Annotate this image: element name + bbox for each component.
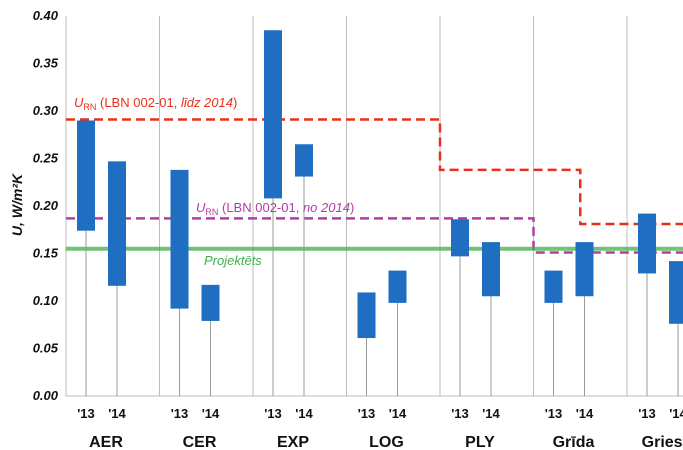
reference-label-3: Projektēts xyxy=(204,253,262,268)
bar-PLY-1 xyxy=(482,242,500,297)
x-tick-year: '14 xyxy=(669,406,683,421)
label-period: līdz 2014 xyxy=(181,95,233,110)
label-symbol: U xyxy=(74,95,84,110)
x-group-label: CER xyxy=(183,434,217,450)
grid xyxy=(65,16,683,397)
y-axis-label: U, W/m²K xyxy=(9,173,25,236)
label-close: ) xyxy=(233,95,237,110)
x-group-label: LOG xyxy=(369,434,404,450)
bar-LOG-1 xyxy=(388,270,407,303)
label-close: ) xyxy=(350,200,354,215)
x-ticks: '13 '14 AER '13 '14 CER '13 '14 EXP '13 '14 LOG '13 '… xyxy=(77,406,683,450)
bar-EXP-1 xyxy=(295,144,313,177)
y-tick-label: 0.00 xyxy=(33,388,59,403)
y-tick-label: 0.05 xyxy=(33,341,59,356)
x-tick-year: '13 xyxy=(638,406,656,421)
bar-AER-0 xyxy=(77,120,95,231)
x-tick-year: '13 xyxy=(451,406,469,421)
label-subscript: RN xyxy=(205,207,218,217)
reference-line-2 xyxy=(66,217,683,254)
bar-AER-1 xyxy=(108,161,126,286)
x-tick-year: '14 xyxy=(482,406,500,421)
x-tick-year: '14 xyxy=(389,406,407,421)
label-text: (LBN 002-01, xyxy=(218,200,303,215)
reference-label-2: URN (LBN 002-01, no 2014) xyxy=(196,200,354,217)
x-tick-year: '13 xyxy=(545,406,563,421)
bar-LOG-0 xyxy=(357,292,376,339)
x-tick-year: '13 xyxy=(264,406,282,421)
reference-label-1: URN (LBN 002-01, līdz 2014) xyxy=(74,95,237,112)
bar-CER-1 xyxy=(201,284,220,321)
x-tick-year: '14 xyxy=(108,406,126,421)
bar-CER-0 xyxy=(170,169,189,309)
label-subscript: RN xyxy=(83,102,96,112)
bar-Griesti-0 xyxy=(638,213,656,274)
y-tick-label: 0.15 xyxy=(33,246,59,261)
bar-EXP-0 xyxy=(264,30,282,199)
y-tick-label: 0.10 xyxy=(33,293,59,308)
y-tick-label: 0.25 xyxy=(33,151,59,166)
y-ticks: 0.00 0.05 0.10 0.15 0.20 0.25 0.30 0.35 0.40 xyxy=(33,8,59,403)
x-tick-year: '14 xyxy=(576,406,594,421)
label-period: no 2014 xyxy=(303,200,350,215)
x-tick-year: '14 xyxy=(202,406,220,421)
label-symbol: U xyxy=(196,200,206,215)
reference-line-1 xyxy=(66,118,683,226)
x-group-label: Grīda xyxy=(553,434,595,450)
y-tick-label: 0.35 xyxy=(33,56,59,71)
x-group-label: EXP xyxy=(277,434,309,450)
x-tick-year: '13 xyxy=(171,406,189,421)
x-tick-year: '13 xyxy=(77,406,95,421)
reference-lines xyxy=(66,118,683,254)
y-tick-label: 0.20 xyxy=(33,198,59,213)
annotations: URN (LBN 002-01, līdz 2014)URN (LBN 002-… xyxy=(74,95,354,268)
x-tick-year: '13 xyxy=(358,406,376,421)
bar-Grīda-0 xyxy=(544,270,563,303)
y-tick-label: 0.30 xyxy=(33,103,59,118)
bar-Griesti-1 xyxy=(669,261,683,324)
label-text: (LBN 002-01, xyxy=(96,95,181,110)
x-group-label: Griesti xyxy=(642,434,683,450)
bars xyxy=(77,30,683,396)
x-group-label: AER xyxy=(89,434,123,450)
x-tick-year: '14 xyxy=(295,406,313,421)
bar-PLY-0 xyxy=(451,219,469,257)
x-group-label: PLY xyxy=(465,434,495,450)
y-tick-label: 0.40 xyxy=(33,8,59,23)
bar-Grīda-1 xyxy=(575,242,594,297)
